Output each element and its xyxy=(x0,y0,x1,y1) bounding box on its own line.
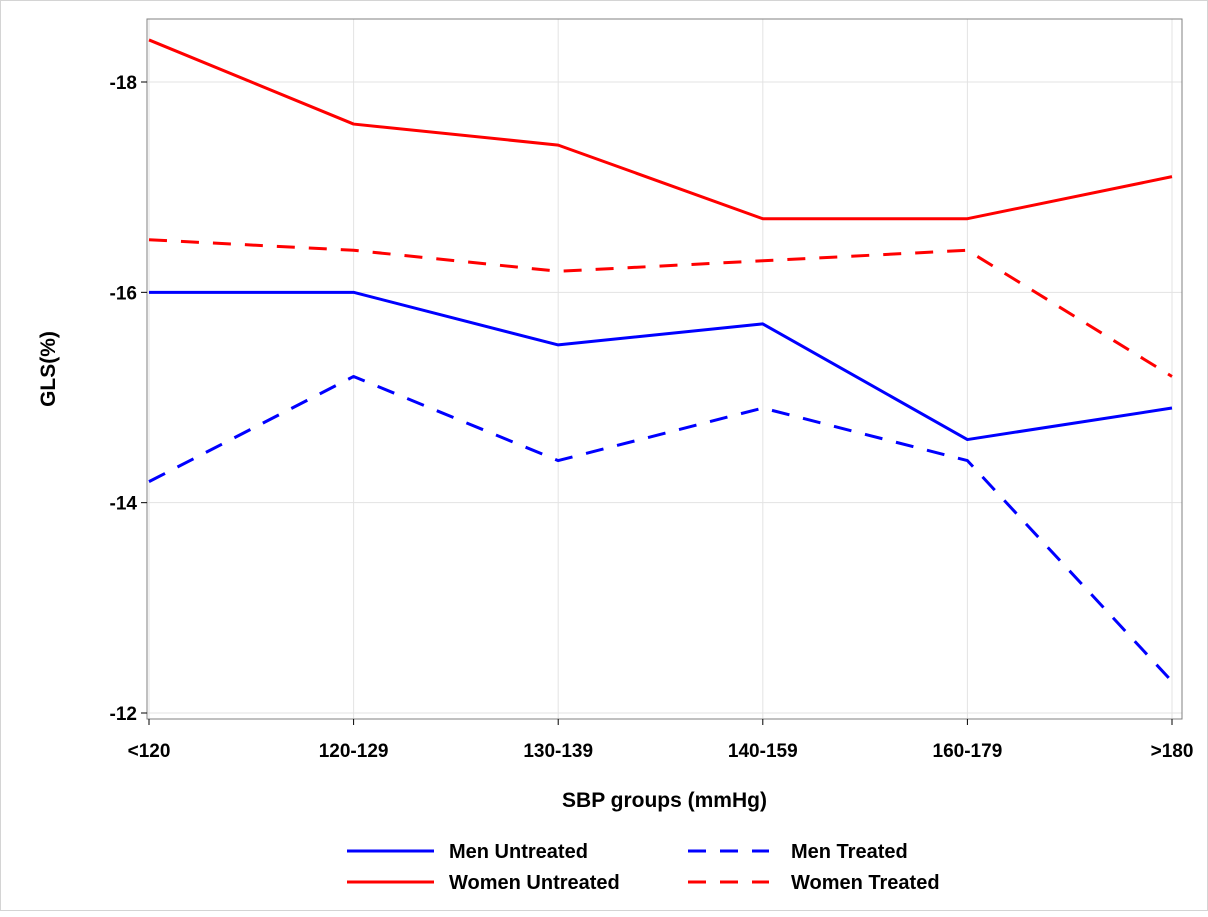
legend-label: Men Treated xyxy=(791,841,908,863)
series-lines xyxy=(148,38,1174,683)
legend-label: Women Untreated xyxy=(449,872,620,894)
y-tick-label: -14 xyxy=(110,494,138,515)
series-line-women-untreated xyxy=(148,38,1173,221)
legend: Men Untreated Men Treated Women Untreated W… xyxy=(347,841,940,894)
grid xyxy=(147,19,1182,719)
plot-area xyxy=(146,18,1183,720)
series-line-women-treated xyxy=(148,238,1173,378)
legend-label: Men Untreated xyxy=(449,841,588,863)
axes: <120 120-129 130-139 140-159 160-179 >180 -18 -… xyxy=(110,73,1194,762)
y-axis-title: GLS(%) xyxy=(37,331,60,407)
x-tick-label: 130-139 xyxy=(523,741,593,762)
series-line-men-untreated xyxy=(149,290,1173,442)
y-tick-label: -18 xyxy=(110,73,137,94)
x-tick-label: <120 xyxy=(128,741,171,762)
x-tick-label: >180 xyxy=(1151,741,1194,762)
series-line-men-treated xyxy=(148,374,1174,683)
x-tick-label: 160-179 xyxy=(933,741,1003,762)
x-tick-label: 140-159 xyxy=(728,741,798,762)
x-tick-label: 120-129 xyxy=(319,741,389,762)
y-tick-label: -16 xyxy=(110,283,137,304)
y-tick-label: -12 xyxy=(110,704,137,725)
legend-label: Women Treated xyxy=(791,872,940,894)
x-axis-title: SBP groups (mmHg) xyxy=(562,789,767,812)
